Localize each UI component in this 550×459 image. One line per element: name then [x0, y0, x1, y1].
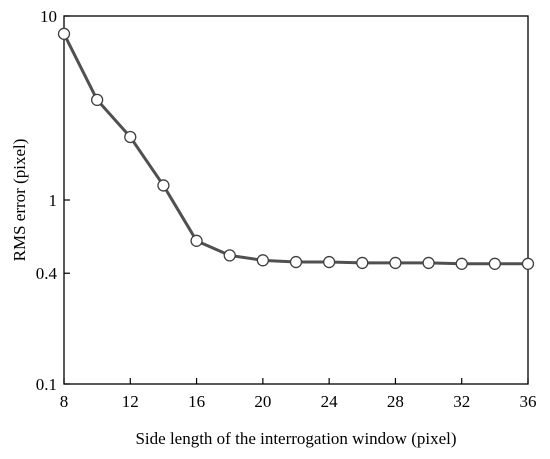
data-point: [124, 130, 137, 144]
series-line: [62, 33, 528, 266]
x-tick-label: 28: [387, 392, 404, 411]
y-tick-label: 10: [40, 7, 57, 26]
y-axis-ticks: 0.1 0.4 1 10: [36, 7, 70, 394]
x-tick-label: 24: [321, 392, 339, 411]
data-point: [389, 256, 402, 270]
data-point: [521, 257, 535, 270]
x-axis-ticks: 8 12 16 20 24 28 32 36: [60, 378, 537, 411]
y-tick-label: 0.4: [36, 264, 58, 283]
y-tick-label: 0.1: [36, 375, 57, 394]
x-tick-label: 32: [453, 392, 470, 411]
data-point: [356, 256, 369, 270]
data-point: [157, 179, 170, 192]
y-axis-title: RMS error (pixel): [10, 139, 29, 262]
plot-frame: [63, 15, 529, 385]
series-layer: [57, 27, 535, 270]
data-point: [488, 257, 502, 270]
data-point: [289, 255, 303, 269]
x-axis-title: Side length of the interrogation window …: [135, 429, 456, 448]
data-point: [422, 256, 435, 270]
data-point: [57, 27, 71, 40]
x-tick-label: 20: [254, 392, 271, 411]
data-point: [190, 234, 203, 247]
data-point: [322, 255, 336, 269]
data-point: [256, 254, 270, 267]
x-tick-label: 16: [188, 392, 205, 411]
x-tick-label: 36: [520, 392, 537, 411]
x-tick-label: 8: [60, 392, 69, 411]
y-tick-label: 1: [49, 191, 58, 210]
x-tick-label: 12: [122, 392, 139, 411]
data-point: [223, 249, 236, 262]
data-point: [90, 93, 104, 107]
data-point: [455, 257, 468, 270]
